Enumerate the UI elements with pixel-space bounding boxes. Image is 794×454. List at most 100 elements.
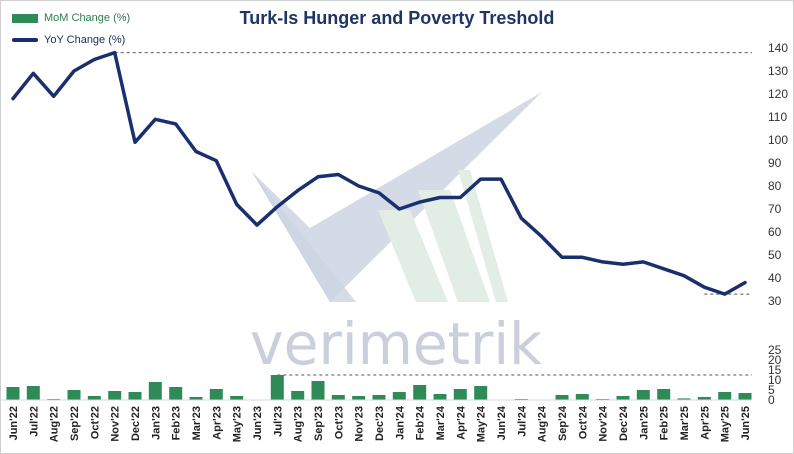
x-tick-label-20: Feb'24 xyxy=(415,405,427,440)
x-tick-label-17: Nov'23 xyxy=(354,406,366,442)
watermark-stripe-2 xyxy=(418,190,490,302)
bar-mom-22 xyxy=(453,389,467,400)
bar-mom-30 xyxy=(616,396,630,400)
x-tick-label-31: Jan'25 xyxy=(638,406,650,440)
bar-mom-34 xyxy=(697,397,711,400)
bar-mom-21 xyxy=(433,394,447,400)
x-tick-label-18: Dec'23 xyxy=(374,406,386,441)
legend-swatch-yoy xyxy=(12,38,38,42)
x-tick-label-14: Aug'23 xyxy=(293,406,305,442)
bar-mom-23 xyxy=(474,386,488,400)
y-tick-label-14: 110 xyxy=(768,110,787,124)
y-tick-label-0: 0 xyxy=(768,393,775,407)
watermark-stripe-3 xyxy=(458,170,508,302)
x-tick-label-4: Oct'22 xyxy=(89,406,101,439)
bar-mom-18 xyxy=(372,395,386,400)
x-tick-label-25: Jul'24 xyxy=(516,405,528,437)
x-tick-label-10: Apr'23 xyxy=(211,406,223,440)
x-tick-label-5: Nov'22 xyxy=(110,406,122,442)
x-tick-label-28: Oct'24 xyxy=(577,405,589,439)
bar-mom-36 xyxy=(738,393,752,400)
x-tick-label-35: May'25 xyxy=(720,406,732,442)
watermark-stripe-1 xyxy=(378,210,448,302)
x-tick-label-27: Sep'24 xyxy=(557,405,569,441)
legend-label-mom: MoM Change (%) xyxy=(44,12,131,24)
legend-label-yoy: YoY Change (%) xyxy=(44,34,126,46)
bar-mom-32 xyxy=(657,389,671,400)
reference-lines xyxy=(114,52,752,376)
x-tick-label-8: Feb'23 xyxy=(171,406,183,440)
y-tick-label-9: 60 xyxy=(768,225,782,239)
bar-mom-11 xyxy=(230,396,244,400)
x-tick-label-36: Jun'25 xyxy=(740,406,752,440)
line-series-yoy xyxy=(11,50,747,296)
bar-mom-31 xyxy=(636,390,650,400)
y-tick-label-8: 50 xyxy=(768,248,782,262)
y-tick-label-10: 70 xyxy=(768,202,782,216)
y-tick-label-16: 130 xyxy=(768,64,788,78)
bar-mom-6 xyxy=(128,392,142,400)
x-tick-label-22: Apr'24 xyxy=(455,405,467,440)
bar-mom-5 xyxy=(108,391,122,400)
x-tick-label-23: May'24 xyxy=(476,405,488,442)
watermark-check-right xyxy=(252,92,542,302)
x-tick-label-15: Sep'23 xyxy=(313,406,325,441)
x-tick-label-12: Jun'23 xyxy=(252,406,264,440)
y-tick-label-13: 100 xyxy=(768,133,788,147)
x-tick-label-32: Feb'25 xyxy=(659,406,671,440)
x-axis-ticks: Jun'22 Jul'22 Aug'22 Sep'22 Oct'22 Nov'22 Dec'… xyxy=(8,405,752,442)
x-tick-label-19: Jan'24 xyxy=(394,405,406,440)
y-tick-label-4: 20 xyxy=(768,353,782,367)
y-tick-label-1: 5 xyxy=(768,383,775,397)
watermark-text: verimetrik xyxy=(250,310,542,378)
x-tick-label-24: Jun'24 xyxy=(496,405,508,440)
bar-series-mom xyxy=(6,375,752,400)
x-tick-label-16: Oct'23 xyxy=(333,406,345,439)
x-tick-label-11: May'23 xyxy=(232,406,244,442)
legend-item-mom: MoM Change (%) xyxy=(12,10,130,26)
y-tick-label-11: 80 xyxy=(768,179,782,193)
bar-mom-9 xyxy=(189,397,203,400)
y-tick-label-7: 40 xyxy=(768,271,782,285)
x-tick-label-3: Sep'22 xyxy=(69,406,81,441)
bar-mom-27 xyxy=(555,395,569,400)
x-tick-label-7: Jan'23 xyxy=(150,406,162,440)
x-tick-label-0: Jun'22 xyxy=(8,406,20,440)
bar-mom-14 xyxy=(291,391,305,400)
bar-mom-33 xyxy=(677,398,691,400)
bar-mom-15 xyxy=(311,381,325,400)
bar-mom-35 xyxy=(718,392,732,400)
y-tick-label-15: 120 xyxy=(768,87,788,101)
bar-mom-17 xyxy=(352,396,366,400)
chart-title: Turk-Is Hunger and Poverty Treshold xyxy=(239,8,555,28)
x-tick-label-13: Jul'23 xyxy=(272,406,284,437)
bar-mom-1 xyxy=(26,386,40,400)
x-tick-label-6: Dec'22 xyxy=(130,406,142,441)
legend-item-yoy: YoY Change (%) xyxy=(12,32,125,48)
y-tick-label-12: 90 xyxy=(768,156,782,170)
x-tick-label-1: Jul'22 xyxy=(28,406,40,437)
bar-mom-20 xyxy=(413,385,427,400)
x-tick-label-26: Aug'24 xyxy=(537,405,549,442)
x-tick-label-33: Mar'25 xyxy=(679,406,691,440)
bar-mom-7 xyxy=(148,382,162,400)
x-tick-label-29: Nov'24 xyxy=(598,405,610,442)
bar-mom-13 xyxy=(270,375,284,400)
bar-mom-3 xyxy=(67,390,81,400)
bar-mom-0 xyxy=(6,387,20,400)
bar-mom-8 xyxy=(169,387,183,400)
bar-mom-16 xyxy=(331,395,345,400)
bar-mom-19 xyxy=(392,392,406,400)
watermark-logo: verimetrik xyxy=(250,92,542,378)
y-tick-label-17: 140 xyxy=(768,41,788,55)
bar-mom-28 xyxy=(575,394,589,400)
x-tick-label-30: Dec'24 xyxy=(618,405,630,441)
x-tick-label-2: Aug'22 xyxy=(49,406,61,442)
x-tick-label-34: Apr'25 xyxy=(699,406,711,440)
bar-mom-10 xyxy=(209,389,223,400)
x-tick-label-21: Mar'24 xyxy=(435,405,447,440)
y-tick-label-6: 30 xyxy=(768,294,782,308)
x-tick-label-9: Mar'23 xyxy=(191,406,203,440)
